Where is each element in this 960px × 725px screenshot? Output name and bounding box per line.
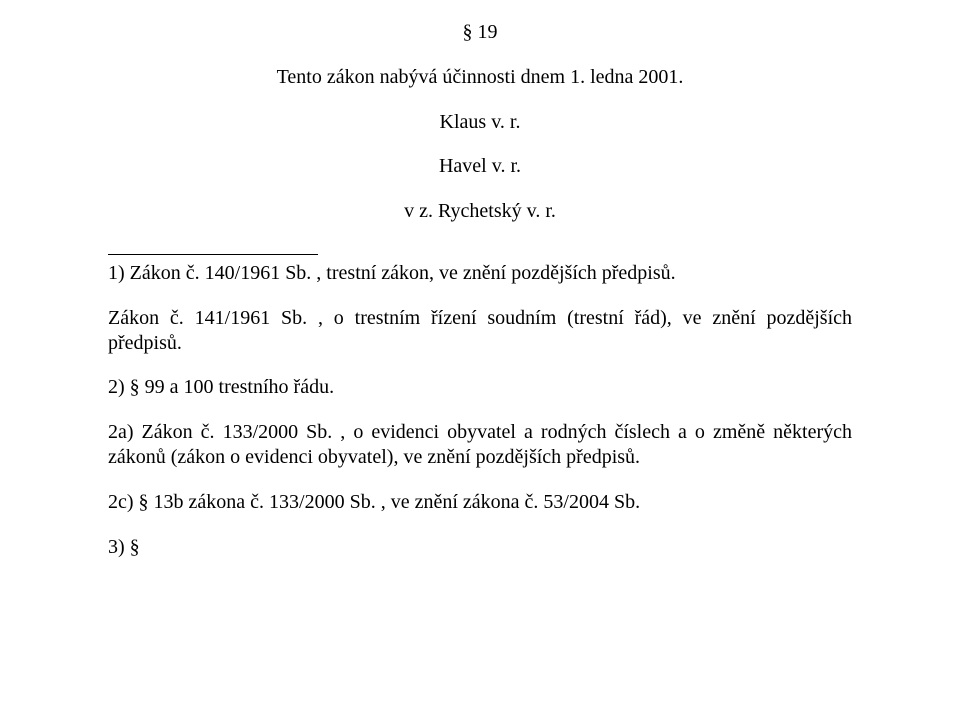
footnote-1b: Zákon č. 141/1961 Sb. , o trestním řízen… bbox=[108, 306, 852, 356]
signature-havel: Havel v. r. bbox=[108, 154, 852, 179]
footnote-3: 3) § bbox=[108, 535, 852, 560]
footnote-2: 2) § 99 a 100 trestního řádu. bbox=[108, 375, 852, 400]
document-page: § 19 Tento zákon nabývá účinnosti dnem 1… bbox=[0, 0, 960, 725]
signature-klaus: Klaus v. r. bbox=[108, 110, 852, 135]
section-number: § 19 bbox=[108, 20, 852, 45]
footnote-2a: 2a) Zákon č. 133/2000 Sb. , o evidenci o… bbox=[108, 420, 852, 470]
footnote-2c: 2c) § 13b zákona č. 133/2000 Sb. , ve zn… bbox=[108, 490, 852, 515]
effective-date-text: Tento zákon nabývá účinnosti dnem 1. led… bbox=[108, 65, 852, 90]
footnote-divider bbox=[108, 254, 318, 255]
signature-rychetsky: v z. Rychetský v. r. bbox=[108, 199, 852, 224]
footnote-1: 1) Zákon č. 140/1961 Sb. , trestní zákon… bbox=[108, 261, 852, 286]
